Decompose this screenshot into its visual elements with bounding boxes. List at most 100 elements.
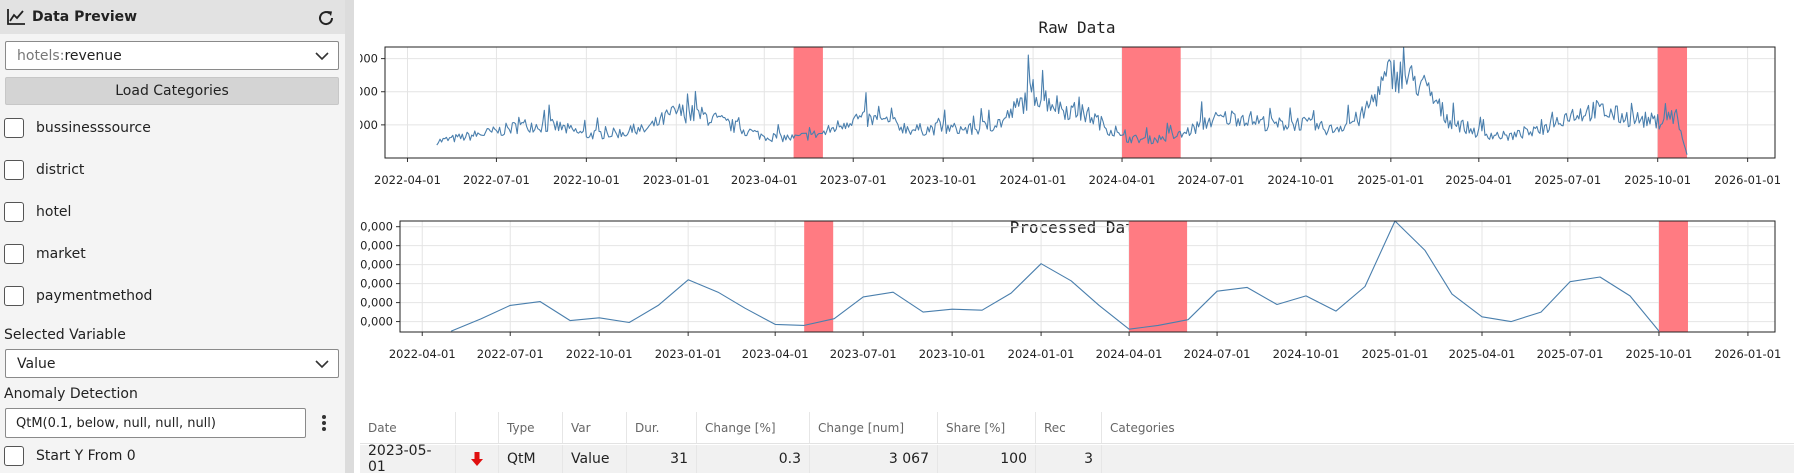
cell-direction (456, 445, 499, 473)
cell-change-num: 3 067 (810, 445, 938, 473)
dataset-select[interactable]: hotels: revenue (5, 41, 339, 70)
anomaly-highlight[interactable] (1129, 221, 1188, 332)
x-tick-label: 2024-07-01 (1184, 347, 1251, 361)
cell-share: 100 (938, 445, 1036, 473)
checkbox[interactable] (4, 446, 24, 466)
processed-chart-title: Processed Data (1009, 218, 1145, 237)
x-tick-label: 2025-01-01 (1357, 173, 1424, 187)
plot-frame (399, 220, 1776, 333)
x-tick-label: 2025-10-01 (1624, 173, 1691, 187)
anomaly-detection-label: Anomaly Detection (4, 386, 138, 402)
sidebar: Data Preview hotels: revenue Load Catego… (0, 0, 345, 473)
header-var[interactable]: Var (563, 412, 627, 443)
x-tick-label: 2024-07-01 (1178, 173, 1245, 187)
x-tick-label: 2024-04-01 (1089, 173, 1156, 187)
header-change-pct[interactable]: Change [%] (697, 412, 810, 443)
checkbox-label: bussinesssource (36, 120, 151, 136)
y-tick-label: 40,000,000 (360, 315, 393, 329)
header-type[interactable]: Type (499, 412, 563, 443)
header-share[interactable]: Share [%] (938, 412, 1036, 443)
x-tick-label: 2023-01-01 (655, 347, 722, 361)
category-checkbox-market[interactable]: market (4, 242, 86, 266)
refresh-icon[interactable] (316, 8, 336, 28)
anomaly-highlight[interactable] (804, 221, 834, 332)
sidebar-title: Data Preview (32, 9, 138, 25)
main-panel: Raw Data 2022-04-01 2022-07-01 2022-10-01 2… (360, 10, 1794, 473)
anomaly-highlight[interactable] (1658, 221, 1688, 332)
more-vertical-icon[interactable] (317, 412, 331, 434)
checkbox[interactable] (4, 160, 24, 180)
x-tick-label: 2025-04-01 (1449, 347, 1516, 361)
table-row[interactable]: 2023-05-01 QtM Value 31 0.3 3 067 100 3 (360, 443, 1794, 473)
x-tick-label: 2024-10-01 (1267, 173, 1334, 187)
x-tick-label: 2023-10-01 (919, 347, 986, 361)
y-tick-label: 100,000,000 (360, 258, 393, 272)
checkbox[interactable] (4, 286, 24, 306)
x-tick-label: 2023-07-01 (830, 347, 897, 361)
sidebar-header: Data Preview (0, 0, 345, 34)
x-tick-label: 2023-04-01 (731, 173, 798, 187)
header-duration[interactable]: Dur. (627, 412, 697, 443)
category-checkbox-paymentmethod[interactable]: paymentmethod (4, 284, 152, 308)
cell-var: Value (563, 445, 627, 473)
cell-date: 2023-05-01 (360, 443, 456, 473)
y-tick-label: 4,000,000 (360, 85, 378, 99)
selected-variable-value: Value (17, 355, 56, 372)
checkbox-label: district (36, 162, 85, 178)
arrow-down-icon (471, 452, 483, 466)
checkbox[interactable] (4, 118, 24, 138)
header-rec[interactable]: Rec (1036, 412, 1102, 443)
x-tick-label: 2022-07-01 (463, 173, 530, 187)
header-change-num[interactable]: Change [num] (810, 412, 938, 443)
y-tick-label: 120,000,000 (360, 239, 393, 253)
x-tick-label: 2023-07-01 (820, 173, 887, 187)
raw-data-chart: 2022-04-01 2022-07-01 2022-10-01 2023-01-01… (360, 46, 1781, 187)
line-chart-icon (7, 9, 25, 25)
chevron-down-icon (315, 360, 329, 369)
x-tick-label: 2026-01-01 (1714, 173, 1781, 187)
y-tick-label: 60,000,000 (360, 296, 393, 310)
dataset-value: revenue (64, 47, 122, 64)
x-tick-label: 2022-04-01 (389, 347, 456, 361)
series-line (436, 46, 1688, 155)
y-tick-label: 80,000,000 (360, 277, 393, 291)
anomaly-detection-input[interactable]: QtM(0.1, below, null, null, null) (5, 408, 306, 438)
category-checkbox-bussinesssource[interactable]: bussinesssource (4, 116, 151, 140)
series-line (450, 220, 1660, 332)
cell-type: QtM (499, 445, 563, 473)
start-y-from-zero-checkbox[interactable]: Start Y From 0 (4, 444, 136, 468)
load-categories-button[interactable]: Load Categories (5, 77, 339, 105)
cell-duration: 31 (627, 445, 697, 473)
x-tick-label: 2024-01-01 (1000, 173, 1067, 187)
x-tick-label: 2026-01-01 (1715, 347, 1782, 361)
sidebar-scrollbar[interactable] (345, 0, 354, 473)
header-categories[interactable]: Categories (1110, 420, 1175, 435)
selected-variable-select[interactable]: Value (5, 349, 339, 378)
x-tick-label: 2025-10-01 (1626, 347, 1693, 361)
anomaly-highlight[interactable] (793, 47, 823, 158)
x-tick-label: 2024-10-01 (1273, 347, 1340, 361)
checkbox[interactable] (4, 202, 24, 222)
x-tick-label: 2022-10-01 (553, 173, 620, 187)
cell-categories (1102, 445, 1794, 473)
x-tick-label: 2022-04-01 (374, 173, 441, 187)
cell-change-pct: 0.3 (697, 445, 810, 473)
cell-rec: 3 (1036, 445, 1102, 473)
y-tick-label: 6,000,000 (360, 52, 378, 66)
category-checkbox-hotel[interactable]: hotel (4, 200, 71, 224)
chevron-down-icon (315, 52, 329, 61)
table-header-row: Date Type Var Dur. Change [%] Change [nu… (360, 412, 1794, 444)
processed-data-chart: 2022-04-01 2022-07-01 2022-10-01 2023-01-01… (360, 220, 1782, 361)
checkbox-label: Start Y From 0 (36, 448, 136, 464)
header-date[interactable]: Date (360, 412, 456, 443)
x-tick-label: 2025-07-01 (1534, 173, 1601, 187)
header-icon (456, 412, 499, 443)
x-tick-label: 2023-01-01 (643, 173, 710, 187)
anomaly-table: Date Type Var Dur. Change [%] Change [nu… (360, 412, 1794, 473)
category-checkbox-district[interactable]: district (4, 158, 84, 182)
checkbox[interactable] (4, 244, 24, 264)
x-tick-label: 2022-07-01 (477, 347, 544, 361)
checkbox-label: hotel (36, 204, 72, 220)
x-tick-label: 2025-04-01 (1445, 173, 1512, 187)
selected-variable-label: Selected Variable (4, 327, 126, 343)
